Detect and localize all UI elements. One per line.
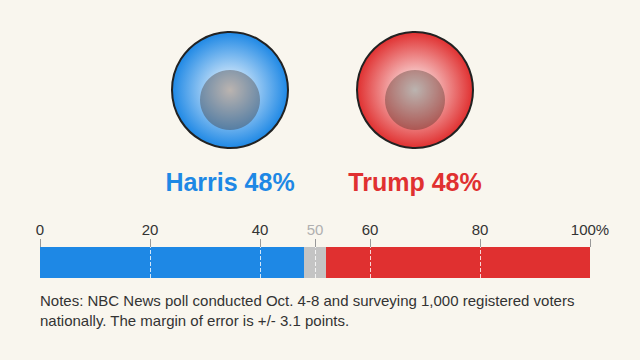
svg-text:80: 80 xyxy=(472,221,489,238)
svg-text:20: 20 xyxy=(142,221,159,238)
svg-text:60: 60 xyxy=(362,221,379,238)
svg-text:Trump 48%: Trump 48% xyxy=(348,168,481,196)
svg-text:0: 0 xyxy=(36,221,44,238)
svg-text:40: 40 xyxy=(252,221,269,238)
svg-text:nationally. The margin of erro: nationally. The margin of error is +/- 3… xyxy=(40,312,349,329)
svg-text:Harris 48%: Harris 48% xyxy=(165,168,294,196)
svg-text:Notes: NBC News poll conducted: Notes: NBC News poll conducted Oct. 4-8 … xyxy=(40,292,579,309)
svg-text:100%: 100% xyxy=(571,221,609,238)
svg-text:50: 50 xyxy=(307,221,324,238)
